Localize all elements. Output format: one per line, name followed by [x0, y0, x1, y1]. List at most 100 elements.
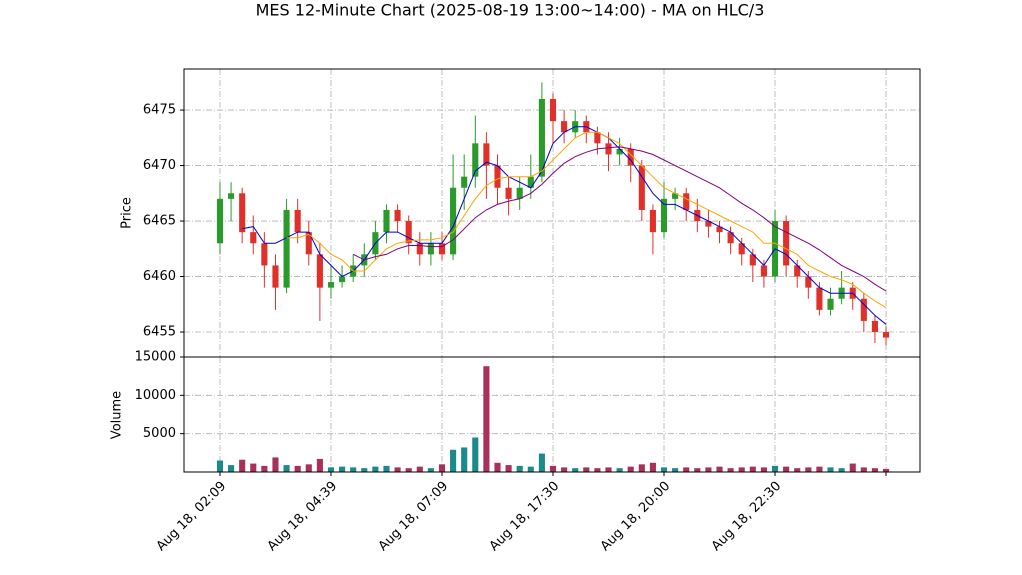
volume-tick-label: 5000	[143, 426, 176, 441]
volume-bar	[660, 467, 668, 472]
volume-bar	[760, 467, 767, 472]
candle-body	[627, 148, 634, 166]
volume-bar	[383, 465, 390, 472]
moving-average-line	[242, 126, 887, 325]
volume-bar	[538, 453, 545, 472]
volume-bar	[638, 464, 645, 472]
volume-axis-label: Volume	[110, 391, 125, 439]
y-tick-label: 6460	[143, 269, 176, 284]
volume-bar	[827, 467, 834, 472]
candle-body	[827, 298, 834, 310]
candle-body	[216, 198, 224, 244]
candle-body	[405, 221, 412, 244]
candle-body	[594, 132, 601, 144]
moving-average-line	[286, 131, 887, 309]
candle-body	[494, 165, 501, 188]
candle-body	[549, 98, 557, 122]
candle-body	[294, 209, 301, 233]
volume-bar	[239, 459, 246, 472]
candle-body	[472, 143, 479, 177]
candle-body	[805, 276, 812, 288]
volume-bar	[294, 465, 301, 472]
candle-body	[716, 226, 723, 233]
volume-bar	[483, 366, 490, 472]
candle-body	[672, 193, 679, 199]
volume-bar	[683, 467, 690, 472]
volume-bar	[549, 465, 557, 472]
candle-body	[427, 243, 434, 255]
x-tick-label: Aug 18, 07:09	[376, 479, 452, 555]
candle-body	[327, 282, 335, 288]
volume-bar	[794, 468, 801, 472]
volume-bar	[882, 468, 890, 472]
candle-body	[450, 187, 457, 255]
volume-bar	[738, 467, 745, 472]
y-tick-label: 6470	[143, 158, 176, 173]
volume-tick-label: 15000	[135, 350, 176, 365]
volume-bar	[316, 458, 323, 472]
candle-body	[760, 265, 767, 277]
candle-body	[239, 193, 246, 233]
volume-bar	[605, 467, 612, 472]
y-tick-label: 6455	[143, 325, 176, 340]
volume-bar	[327, 467, 335, 472]
volume-bar	[849, 463, 856, 472]
volume-bar	[871, 468, 878, 472]
volume-bar	[805, 467, 812, 472]
candle-body	[483, 143, 490, 166]
volume-bar	[783, 466, 790, 472]
volume-bar	[749, 466, 756, 472]
volume-bar	[494, 462, 501, 472]
candle-body	[250, 232, 257, 244]
candle-body	[383, 209, 390, 233]
volume-bar	[727, 468, 734, 472]
volume-bar	[694, 468, 701, 472]
volume-bar	[816, 466, 823, 472]
volume-bar	[438, 464, 446, 472]
candle-body	[527, 176, 534, 188]
y-tick-label: 6465	[143, 214, 176, 229]
volume-bar	[416, 466, 423, 472]
volume-bar	[305, 464, 312, 472]
chart-title: MES 12-Minute Chart (2025-08-19 13:00~14…	[256, 1, 765, 20]
x-tick-label: Aug 18, 20:00	[598, 479, 674, 555]
volume-bar	[450, 449, 457, 472]
volume-panel-frame	[183, 356, 921, 473]
candle-body	[816, 287, 823, 310]
candle-body	[416, 243, 423, 255]
volume-bar	[427, 468, 434, 472]
candle-body	[228, 193, 235, 199]
volume-bar	[572, 468, 579, 472]
volume-bar	[216, 460, 224, 472]
candle-body	[860, 298, 867, 321]
candle-body	[283, 209, 290, 288]
volume-bar	[272, 457, 279, 472]
volume-bar	[472, 437, 479, 472]
x-tick-label: Aug 18, 17:30	[487, 479, 563, 555]
y-tick-label: 6475	[143, 103, 176, 118]
candle-body	[871, 320, 878, 333]
candle-body	[538, 98, 545, 177]
volume-bar	[860, 467, 867, 472]
volume-bar	[594, 468, 601, 472]
candle-body	[683, 193, 690, 210]
volume-bar	[261, 465, 268, 472]
candle-body	[516, 187, 523, 199]
volume-bar	[505, 465, 512, 472]
candle-body	[705, 221, 712, 227]
volume-bar	[283, 465, 290, 472]
candle-body	[394, 209, 401, 222]
x-tick-label: Aug 18, 04:39	[265, 479, 341, 555]
volume-bar	[583, 467, 590, 472]
volume-bar	[361, 468, 368, 472]
volume-bar	[228, 465, 235, 472]
volume-bar	[649, 462, 656, 472]
volume-bar	[250, 463, 257, 472]
candle-body	[727, 232, 734, 244]
volume-bar	[339, 466, 346, 472]
volume-bar	[394, 467, 401, 472]
volume-bar	[516, 465, 523, 472]
candle-body	[261, 243, 268, 266]
candle-body	[749, 254, 756, 266]
